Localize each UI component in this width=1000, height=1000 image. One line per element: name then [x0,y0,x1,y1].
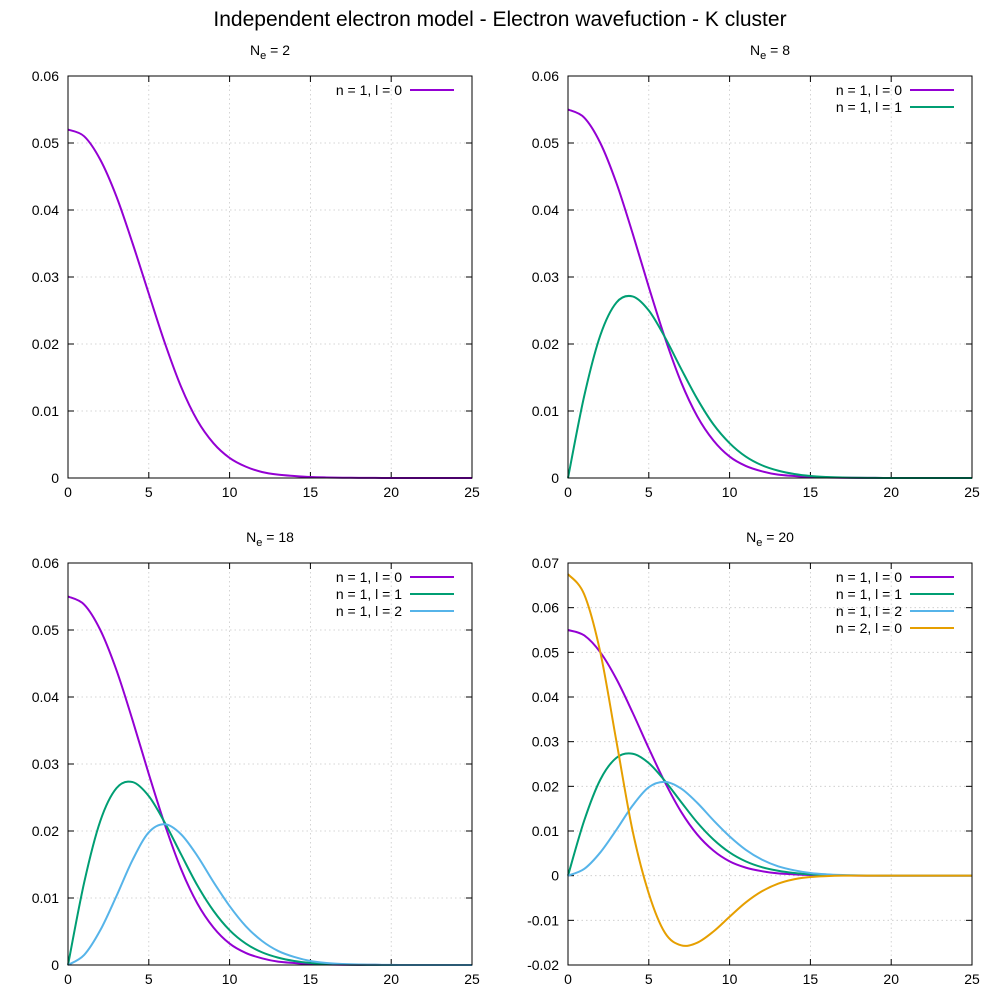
x-tick-label: 5 [145,971,153,987]
y-tick-label: 0.03 [532,734,559,750]
x-tick-label: 10 [722,971,738,987]
figure-title: Independent electron model - Electron wa… [213,8,786,31]
y-tick-label: 0.01 [32,890,59,906]
subplot-title-main: N [246,529,256,545]
y-tick-label: 0.04 [32,202,59,218]
y-tick-label: 0 [551,868,559,884]
legend-label: n = 1, l = 0 [836,569,902,585]
y-tick-label: 0.02 [532,778,559,794]
y-tick-label: 0.04 [532,202,559,218]
x-tick-label: 20 [883,484,899,500]
subplot-title-rest: = 18 [262,529,294,545]
plot-frame [67,562,473,966]
y-tick-label: 0.04 [532,689,559,705]
plot-frame [567,75,973,479]
x-tick-label: 0 [64,484,72,500]
x-tick-label: 15 [803,971,819,987]
y-tick-label: 0.06 [32,68,59,84]
subplot-title: Ne = 18 [246,529,294,549]
x-tick-label: 0 [564,484,572,500]
y-tick-label: 0.01 [32,403,59,419]
legend-label: n = 2, l = 0 [836,620,902,636]
series-line-4 [567,573,972,947]
x-tick-label: 0 [564,971,572,987]
subplot-title-main: N [250,42,260,58]
chart-panel-1: Ne = 2 0 5 10 15 20 25 0 0.01 0.02 0.03 0.04 0.05 0.0… [32,42,480,500]
y-tick-label: 0.07 [532,555,559,571]
y-tick-label: -0.02 [527,957,559,973]
legend-label: n = 1, l = 0 [836,82,902,98]
x-tick-label: 25 [964,971,980,987]
chart-panel-2: Ne = 8 0 5 10 15 20 25 0 0.01 0.02 0.03 0.04 0.05 0.0… [532,42,980,500]
y-tick-label: 0.02 [532,336,559,352]
plot-frame [67,75,473,479]
y-tick-label: 0.05 [532,135,559,151]
subplot-title-main: N [750,42,760,58]
series-line-2 [567,294,972,480]
x-tick-label: 10 [222,971,238,987]
subplot-title-rest: = 2 [266,42,290,58]
x-tick-label: 20 [383,484,399,500]
legend-label: n = 1, l = 1 [336,586,402,602]
y-tick-label: 0.02 [32,336,59,352]
x-tick-label: 25 [464,484,480,500]
subplot-title-sub: e [256,537,262,549]
y-tick-label: 0.05 [32,622,59,638]
x-tick-label: 5 [145,484,153,500]
y-tick-label: 0 [551,470,559,486]
x-tick-label: 20 [383,971,399,987]
x-tick-label: 5 [645,484,653,500]
plot-frame [567,562,973,966]
y-tick-label: 0.06 [532,68,559,84]
y-tick-label: 0.04 [32,689,59,705]
x-tick-label: 5 [645,971,653,987]
x-tick-label: 0 [64,971,72,987]
y-tick-label: 0.03 [32,269,59,285]
subplot-title-sub: e [756,537,762,549]
y-tick-label: 0.05 [532,644,559,660]
y-tick-label: 0.03 [532,269,559,285]
chart-panel-3: Ne = 18 0 5 10 15 20 25 0 0.01 0.02 0.03 0.04 0.05 0.… [32,529,480,987]
x-tick-label: 10 [722,484,738,500]
series-line-3 [567,780,972,877]
legend-label: n = 1, l = 2 [836,603,902,619]
subplot-title-sub: e [260,50,266,62]
y-tick-label: 0 [51,470,59,486]
y-tick-label: 0 [51,957,59,973]
chart-panel-4: Ne = 20 0 5 10 15 20 25 -0.02 -0.01 0 0.01 0.02 0.03… [527,529,980,987]
subplot-title: Ne = 8 [750,42,790,62]
subplot-title-rest: = 20 [762,529,794,545]
y-tick-label: 0.03 [32,756,59,772]
x-tick-label: 15 [303,971,319,987]
subplot-title: Ne = 2 [250,42,290,62]
x-tick-label: 20 [883,971,899,987]
x-tick-label: 15 [303,484,319,500]
subplot-title-main: N [746,529,756,545]
legend-label: n = 1, l = 2 [336,603,402,619]
y-tick-label: 0.06 [532,600,559,616]
y-tick-label: 0.01 [532,823,559,839]
subplot-title-rest: = 8 [766,42,790,58]
y-tick-label: -0.01 [527,912,559,928]
series-line-3 [67,823,472,967]
legend-label: n = 1, l = 0 [336,569,402,585]
x-tick-label: 10 [222,484,238,500]
y-tick-label: 0.01 [532,403,559,419]
panels: Ne = 20 5 10 15 20 2500.010.020.030.040.050.0… [32,42,980,987]
legend-label: n = 1, l = 1 [836,99,902,115]
legend-label: n = 1, l = 1 [836,586,902,602]
series-line-2 [67,780,472,967]
x-tick-label: 15 [803,484,819,500]
subplot-title-sub: e [760,50,766,62]
subplot-title: Ne = 20 [746,529,794,549]
series-line-1 [67,128,472,480]
x-tick-label: 25 [964,484,980,500]
series-line-1 [567,108,972,480]
y-tick-label: 0.02 [32,823,59,839]
legend-label: n = 1, l = 0 [336,82,402,98]
x-tick-label: 25 [464,971,480,987]
y-tick-label: 0.05 [32,135,59,151]
y-tick-label: 0.06 [32,555,59,571]
